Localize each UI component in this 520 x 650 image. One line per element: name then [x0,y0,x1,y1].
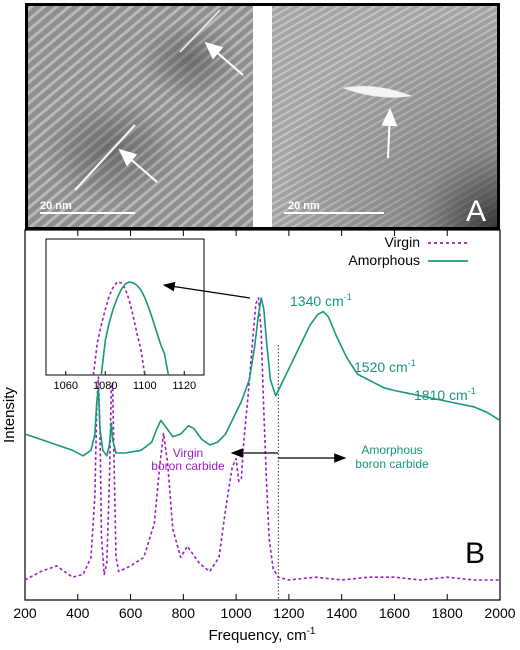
scale-bar-label: 20 nm [288,200,320,212]
separator-strip [253,6,272,227]
x-tick-label: 800 [172,605,196,621]
x-tick-label: 400 [66,605,90,621]
peak-label-1810: 1810 cm-1 [414,386,476,403]
legend: Virgin Amorphous [348,234,468,268]
peak-annotations: 1340 cm-1 1520 cm-1 1810 cm-1 [290,292,476,403]
inset-x-axis: 1060 1080 1100 1120 [54,371,196,392]
inset-series-layer [92,281,170,376]
amorphous-region-label-1: Amorphous [361,443,422,457]
legend-label-amorphous: Amorphous [348,252,420,268]
inset-series-line-virgin [92,281,146,376]
amorphous-region-label-2: boron carbide [355,457,429,471]
series-line-amorphous [24,297,501,457]
virgin-region-label-2: boron carbide [151,459,225,473]
x-tick-label: 1800 [432,605,463,621]
virgin-region-label-1: Virgin [173,446,203,460]
x-tick-label: 2000 [484,605,515,621]
white-arrow [204,41,244,76]
inset-x-tick-label: 1060 [54,380,78,392]
right-micrograph: 20 nm A [272,6,497,228]
x-axis: 200 400 600 800 1000 1200 1400 1600 1800 2000 [13,230,516,621]
region-annotations: Virgin boron carbide Amorphous boron car… [151,443,429,473]
inset-x-tick-label: 1080 [93,380,117,392]
series-layer [24,297,501,581]
white-arrow [118,148,158,183]
panel-a-label: A [466,195,486,228]
x-tick-label: 1400 [326,605,357,621]
white-arrow [381,108,398,159]
inset-x-tick-label: 1100 [133,380,157,392]
x-axis-title: Frequency, cm-1 [209,626,316,644]
scale-bar-label: 20 nm [40,200,72,212]
x-tick-label: 600 [119,605,143,621]
x-tick-label: 1600 [379,605,410,621]
defect-line [179,9,221,53]
y-axis-title: Intensity [1,387,18,443]
left-micrograph: 20 nm [28,6,253,227]
legend-label-virgin: Virgin [384,234,420,250]
panel-a: 20 nm 20 nm A [25,3,500,230]
plot-frame [24,229,501,601]
inset-x-tick-label: 1120 [172,380,196,392]
x-tick-label: 200 [13,605,37,621]
x-tick-label: 1200 [273,605,304,621]
inset-frame [45,238,205,376]
lens-defect [341,85,414,98]
inset-plot: 1060 1080 1100 1120 [45,238,205,392]
panel-b: 200 400 600 800 1000 1200 1400 1600 1800 2000 Fre… [1,229,516,644]
inset-series-line-amorphous [100,281,170,376]
peak-label-1340: 1340 cm-1 [290,292,352,309]
peak-label-1520: 1520 cm-1 [354,358,416,375]
defect-line [74,124,136,191]
inset-pointer-arrow [162,281,251,299]
panel-b-label: B [465,537,485,570]
x-tick-label: 1000 [221,605,252,621]
